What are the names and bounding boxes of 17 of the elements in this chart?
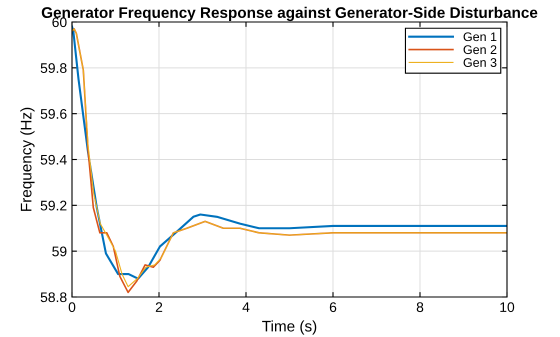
y-axis-title: Frequency (Hz)	[20, 108, 35, 211]
x-tick-label: 2	[156, 302, 162, 312]
y-tick-label: 59.6	[40, 109, 67, 119]
x-tick-label: 10	[500, 302, 514, 312]
y-tick-label: 59	[52, 246, 66, 256]
y-tick-label: 59.8	[40, 63, 67, 74]
x-tick-label: 6	[330, 302, 336, 312]
y-tick-label: 59.2	[40, 200, 66, 211]
legend-label: Gen 1	[464, 32, 496, 42]
y-tick-label: 59.4	[40, 154, 67, 165]
legend-label: Gen 2	[464, 45, 496, 54]
y-tick-label: 58.8	[40, 292, 67, 302]
x-tick-label: 4	[242, 302, 250, 312]
legend-label: Gen 3	[464, 58, 496, 67]
x-tick-label: 8	[416, 302, 424, 312]
x-tick-label: 0	[68, 302, 76, 312]
x-axis-title: Time (s)	[262, 320, 316, 335]
